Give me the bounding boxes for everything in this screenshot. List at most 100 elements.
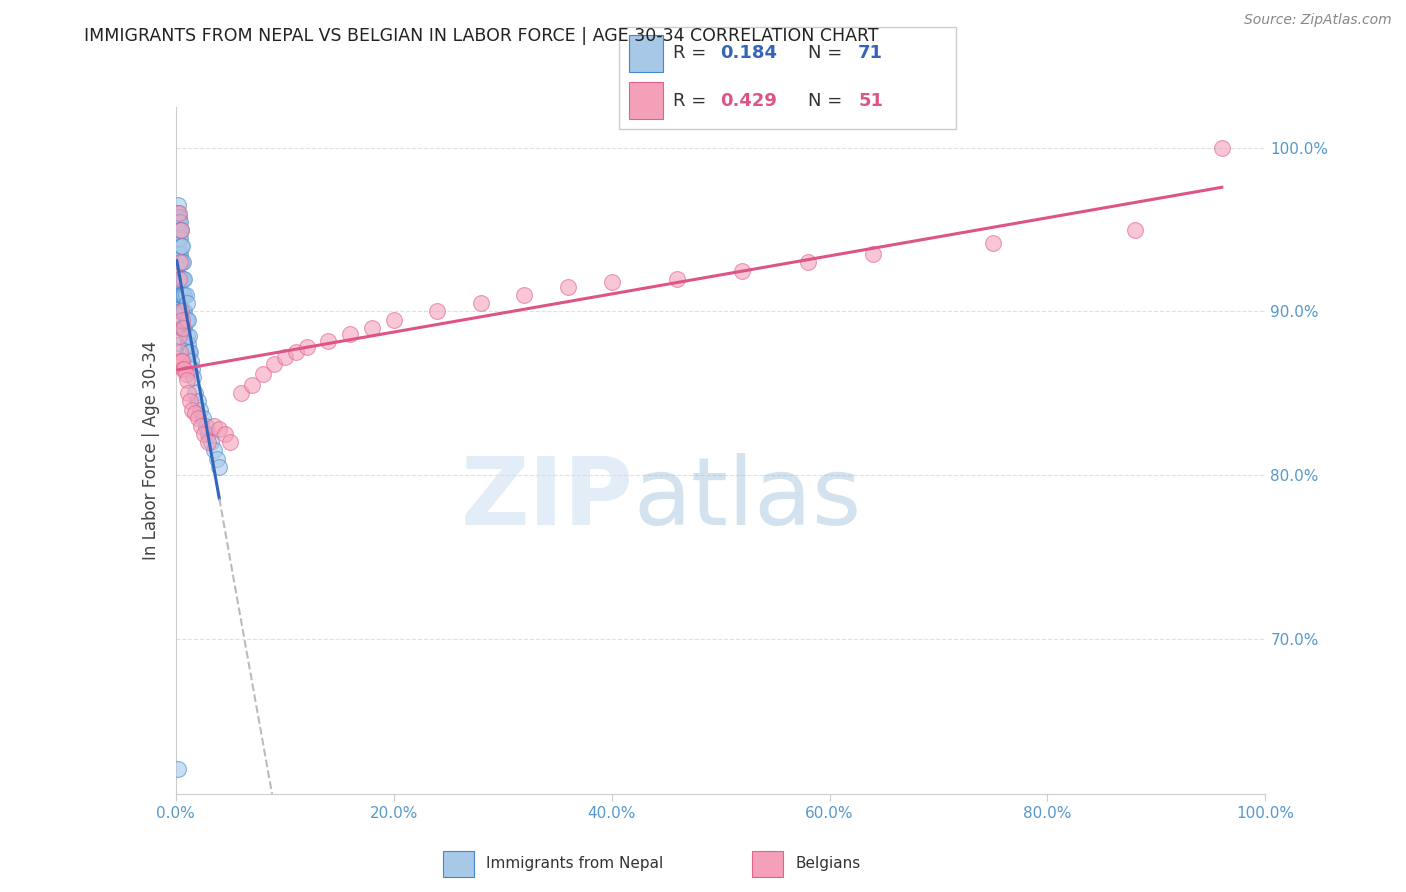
Point bbox=[172, 271, 194, 285]
Point bbox=[318, 334, 340, 348]
Point bbox=[170, 255, 193, 269]
Point bbox=[169, 214, 191, 228]
Point bbox=[176, 373, 198, 387]
Point bbox=[796, 255, 818, 269]
Bar bbox=[443, 851, 474, 877]
Point bbox=[184, 406, 207, 420]
Point bbox=[167, 353, 190, 368]
Point bbox=[295, 340, 318, 354]
Point bbox=[214, 427, 236, 442]
Point bbox=[173, 271, 195, 285]
Text: N =: N = bbox=[807, 45, 848, 62]
Point bbox=[205, 451, 228, 466]
Point bbox=[190, 419, 212, 434]
Point bbox=[202, 443, 225, 458]
Point bbox=[360, 320, 382, 334]
Point bbox=[170, 304, 193, 318]
Point bbox=[197, 427, 219, 442]
Y-axis label: In Labor Force | Age 30-34: In Labor Force | Age 30-34 bbox=[142, 341, 160, 560]
Point bbox=[382, 312, 405, 326]
Point bbox=[231, 386, 253, 401]
Point bbox=[731, 263, 754, 277]
Point bbox=[167, 271, 190, 285]
Point bbox=[173, 304, 195, 318]
Point bbox=[172, 304, 194, 318]
Point bbox=[180, 353, 202, 368]
Point bbox=[167, 288, 190, 302]
Point bbox=[176, 329, 198, 343]
Point bbox=[174, 367, 197, 381]
Point bbox=[172, 288, 194, 302]
Point bbox=[169, 345, 191, 359]
Point bbox=[167, 247, 190, 261]
Text: ZIP: ZIP bbox=[461, 452, 633, 544]
Text: 0.184: 0.184 bbox=[720, 45, 778, 62]
Point bbox=[167, 210, 190, 224]
Point bbox=[177, 386, 200, 401]
Point bbox=[167, 206, 190, 220]
Point bbox=[252, 367, 274, 381]
Point bbox=[172, 239, 194, 253]
Point bbox=[170, 271, 193, 285]
Point bbox=[169, 304, 191, 318]
Point bbox=[181, 369, 204, 384]
Point bbox=[167, 206, 190, 220]
Point bbox=[172, 320, 194, 334]
Text: 51: 51 bbox=[858, 92, 883, 110]
Point bbox=[172, 288, 194, 302]
Point bbox=[167, 198, 190, 212]
Point bbox=[176, 345, 198, 359]
Point bbox=[263, 357, 285, 371]
Point bbox=[513, 288, 536, 302]
Point bbox=[173, 288, 195, 302]
Point bbox=[173, 361, 195, 376]
Point bbox=[179, 394, 201, 409]
Point bbox=[169, 288, 191, 302]
Point bbox=[179, 345, 201, 359]
Point bbox=[169, 247, 191, 261]
Point bbox=[1123, 222, 1146, 236]
Point bbox=[200, 435, 222, 450]
Point bbox=[167, 214, 190, 228]
Point bbox=[170, 239, 193, 253]
Point bbox=[169, 231, 191, 245]
Point bbox=[202, 419, 225, 434]
Point bbox=[274, 350, 297, 364]
Point bbox=[167, 231, 190, 245]
Point bbox=[166, 206, 188, 220]
Point bbox=[166, 231, 188, 245]
Point bbox=[172, 304, 194, 318]
Point bbox=[167, 239, 190, 253]
Point bbox=[166, 222, 188, 236]
Point bbox=[208, 459, 231, 474]
Point bbox=[600, 275, 623, 289]
Point bbox=[181, 361, 204, 376]
Point bbox=[197, 435, 219, 450]
Point bbox=[177, 312, 200, 326]
Point bbox=[172, 320, 194, 334]
Text: Belgians: Belgians bbox=[796, 855, 860, 871]
Text: 0.429: 0.429 bbox=[720, 92, 776, 110]
Point bbox=[176, 296, 198, 310]
Point bbox=[188, 402, 211, 417]
Point bbox=[172, 361, 194, 376]
Point bbox=[339, 327, 361, 342]
Point bbox=[862, 247, 884, 261]
Point bbox=[186, 410, 209, 425]
Text: atlas: atlas bbox=[633, 452, 862, 544]
Point bbox=[167, 214, 190, 228]
Point bbox=[219, 435, 242, 450]
Point bbox=[191, 410, 214, 425]
Point bbox=[184, 386, 207, 401]
Point bbox=[426, 304, 449, 318]
Bar bbox=[628, 82, 662, 119]
Point bbox=[170, 337, 193, 351]
Point bbox=[172, 320, 194, 334]
Point bbox=[177, 337, 200, 351]
Point bbox=[169, 271, 191, 285]
Point bbox=[166, 214, 188, 228]
Point bbox=[173, 320, 195, 334]
Point bbox=[172, 255, 194, 269]
Point bbox=[167, 329, 190, 343]
Text: 71: 71 bbox=[858, 45, 883, 62]
